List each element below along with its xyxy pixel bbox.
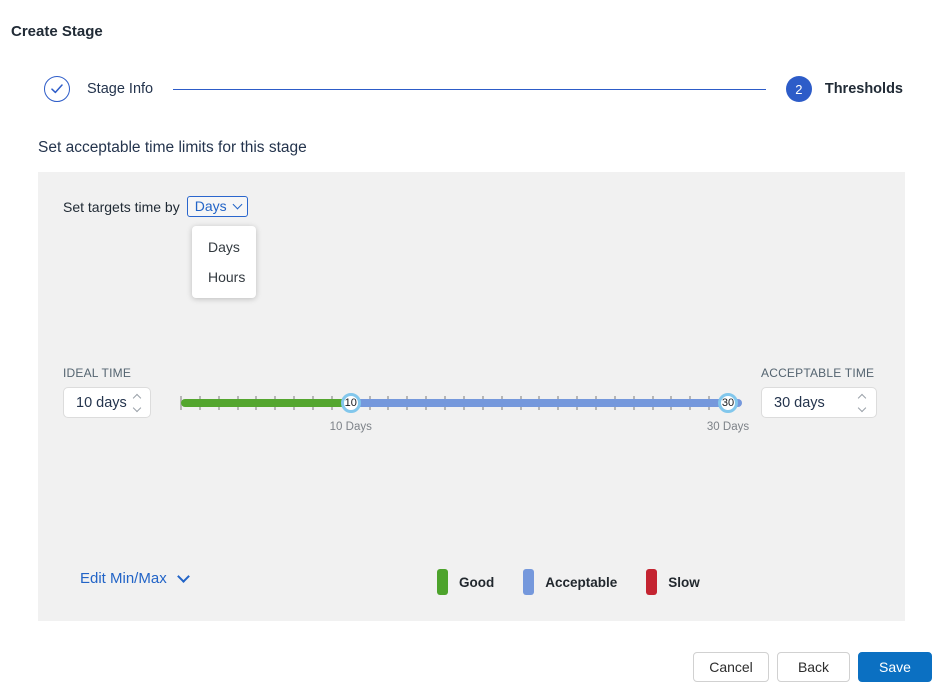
thresholds-panel: Set targets time by Days Days Hours IDEA… <box>38 172 905 621</box>
cancel-button[interactable]: Cancel <box>693 652 769 682</box>
slow-swatch <box>646 569 658 595</box>
chevron-up-icon[interactable] <box>858 393 867 402</box>
ideal-time-stepper[interactable] <box>132 393 151 412</box>
slider-handle-acceptable[interactable]: 30 <box>718 393 738 413</box>
dropdown-option-days[interactable]: Days <box>208 239 240 255</box>
edit-minmax-label: Edit Min/Max <box>80 570 167 587</box>
step-stage-info-label: Stage Info <box>87 81 154 97</box>
time-unit-dropdown[interactable]: Days <box>186 196 248 217</box>
chevron-down-icon <box>232 199 243 209</box>
stepper: Stage Info 2 Thresholds <box>44 76 903 102</box>
step-thresholds[interactable]: 2 Thresholds <box>785 76 903 102</box>
legend-label-acceptable: Acceptable <box>545 574 618 590</box>
edit-minmax-link[interactable]: Edit Min/Max <box>80 569 190 587</box>
slider-handle-ideal[interactable]: 10 <box>340 393 361 413</box>
legend-item-good: Good <box>437 569 494 595</box>
ideal-time-label: IDEAL TIME <box>63 366 132 380</box>
page-title: Create Stage <box>11 23 103 40</box>
back-button[interactable]: Back <box>777 652 850 682</box>
good-swatch <box>437 569 448 595</box>
acceptable-time-label: ACCEPTABLE TIME <box>761 366 875 380</box>
step-number-badge: 2 <box>785 76 812 102</box>
legend-label-good: Good <box>459 574 495 590</box>
dropdown-option-hours[interactable]: Hours <box>208 269 246 285</box>
acceptable-time-stepper[interactable] <box>857 393 876 412</box>
legend-label-slow: Slow <box>668 574 700 590</box>
check-icon <box>44 76 70 102</box>
section-heading: Set acceptable time limits for this stag… <box>38 139 307 156</box>
legend-item-acceptable: Acceptable <box>523 569 617 595</box>
chevron-up-icon[interactable] <box>132 393 141 402</box>
acceptable-time-field <box>761 387 877 418</box>
chevron-down-icon[interactable] <box>132 403 141 412</box>
legend-item-slow: Slow <box>646 569 700 595</box>
save-button[interactable]: Save <box>858 652 932 682</box>
footer-actions: Cancel Back Save <box>693 652 932 682</box>
acceptable-swatch <box>523 569 535 595</box>
time-unit-dropdown-menu: Days Hours <box>192 226 256 298</box>
step-stage-info[interactable]: Stage Info <box>44 76 153 102</box>
acceptable-time-input[interactable] <box>762 394 857 411</box>
chevron-down-icon[interactable] <box>858 403 867 412</box>
stepper-connector-line <box>173 88 766 90</box>
legend: Good Acceptable Slow <box>437 569 700 595</box>
slider-acceptable-value-label: 30 Days <box>706 421 750 433</box>
slider-bar-good <box>181 399 351 407</box>
slider-bar-acceptable <box>350 399 742 407</box>
time-unit-selected-value: Days <box>194 198 227 214</box>
step-thresholds-label: Thresholds <box>824 81 903 97</box>
time-range-slider[interactable]: 10 30 10 Days 30 Days <box>180 389 749 433</box>
slider-ideal-value-label: 10 Days <box>329 421 372 433</box>
set-targets-label: Set targets time by <box>63 198 180 215</box>
chevron-down-icon <box>176 569 190 583</box>
ideal-time-field <box>63 387 151 418</box>
ideal-time-input[interactable] <box>64 394 132 411</box>
set-targets-row: Set targets time by Days <box>63 196 248 217</box>
